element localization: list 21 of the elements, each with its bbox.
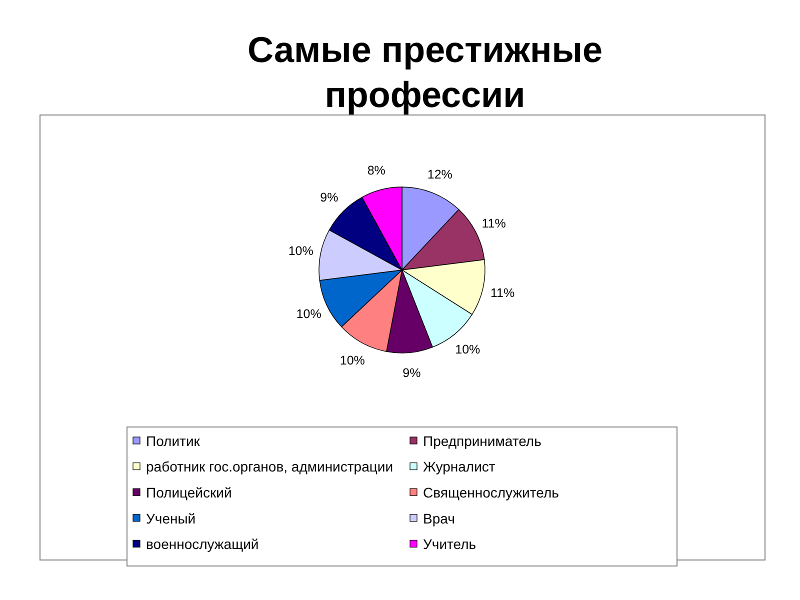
legend-label: Предприниматель xyxy=(423,432,542,449)
data-label: 11% xyxy=(482,216,506,231)
legend-label: Ученый xyxy=(146,510,196,526)
data-label: 8% xyxy=(367,164,386,178)
legend-label: Журналист xyxy=(423,458,496,475)
data-label: 10% xyxy=(455,342,480,357)
legend-label: Полицейский xyxy=(146,484,232,500)
data-label: 10% xyxy=(288,244,314,258)
chart-title: Самые престижные профессии xyxy=(246,28,604,117)
legend-label: работник гос.органов, администрации xyxy=(146,458,394,475)
legend-label: Учитель xyxy=(423,536,476,552)
legend-label: Политик xyxy=(146,432,201,449)
data-label: 11% xyxy=(490,286,515,300)
data-label: 12% xyxy=(427,168,452,182)
data-label: 10% xyxy=(340,354,365,368)
data-label: 9% xyxy=(402,366,421,380)
legend-label: Врач xyxy=(423,510,455,526)
legend-label: Священнослужитель xyxy=(423,484,559,500)
legend-label: военнослужащий xyxy=(146,536,259,552)
data-label: 9% xyxy=(320,190,338,205)
data-label: 10% xyxy=(296,307,322,322)
